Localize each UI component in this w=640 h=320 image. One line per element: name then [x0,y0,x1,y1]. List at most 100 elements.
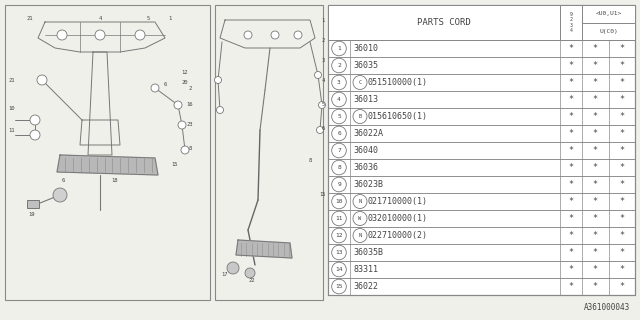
Text: 3: 3 [321,58,324,62]
Text: 36035: 36035 [353,61,378,70]
Text: 10: 10 [9,106,15,110]
Circle shape [332,58,346,73]
Polygon shape [220,20,315,48]
Circle shape [57,30,67,40]
Text: 021710000(1): 021710000(1) [368,197,428,206]
Text: 4: 4 [321,77,324,83]
Text: *: * [620,163,624,172]
Text: 7: 7 [337,148,341,153]
Text: 36013: 36013 [353,95,378,104]
Text: 015610650(1): 015610650(1) [368,112,428,121]
Text: 6: 6 [337,131,341,136]
Bar [328,5,560,40]
Circle shape [151,84,159,92]
Text: *: * [620,248,624,257]
Circle shape [332,228,346,243]
Circle shape [332,279,346,294]
Text: *: * [620,180,624,189]
Text: 36035B: 36035B [353,248,383,257]
Circle shape [244,31,252,39]
Text: *: * [620,129,624,138]
Circle shape [214,76,221,84]
Bar [582,5,635,22]
Bar [215,5,323,300]
Circle shape [332,143,346,158]
Text: *: * [620,146,624,155]
Text: 36023B: 36023B [353,180,383,189]
Text: *: * [620,61,624,70]
Text: 15: 15 [172,163,179,167]
Text: *: * [620,282,624,291]
Text: *: * [593,61,598,70]
Text: 10: 10 [335,199,343,204]
Text: *: * [620,78,624,87]
Text: *: * [568,282,573,291]
Text: W: W [358,216,362,221]
Circle shape [332,109,346,124]
Text: *: * [620,265,624,274]
Text: *: * [568,197,573,206]
Text: 4: 4 [337,97,341,102]
Text: 18: 18 [112,178,118,182]
Text: 4: 4 [99,15,102,20]
Text: 19: 19 [29,212,35,218]
Text: U(C0): U(C0) [599,29,618,34]
Text: 36010: 36010 [353,44,378,53]
Text: *: * [568,146,573,155]
Text: 6: 6 [61,178,65,182]
Circle shape [216,107,223,114]
Text: 14: 14 [335,267,343,272]
Circle shape [332,41,346,56]
Text: *: * [593,163,598,172]
Text: *: * [593,129,598,138]
Text: 2: 2 [337,63,341,68]
Text: 36040: 36040 [353,146,378,155]
Text: 20: 20 [182,81,188,85]
Circle shape [332,160,346,175]
Text: B: B [358,114,362,119]
Text: *: * [593,44,598,53]
Circle shape [37,75,47,85]
Text: *: * [620,231,624,240]
Text: 15: 15 [320,193,326,197]
Circle shape [227,262,239,274]
Text: 9
2
3
4: 9 2 3 4 [570,12,572,33]
Text: *: * [593,214,598,223]
Circle shape [332,211,346,226]
Polygon shape [57,155,158,175]
Circle shape [95,30,105,40]
Circle shape [53,188,67,202]
Text: 6: 6 [321,125,324,131]
Text: 051510000(1): 051510000(1) [368,78,428,87]
Text: A361000043: A361000043 [584,303,630,312]
Polygon shape [88,52,112,155]
Text: *: * [568,163,573,172]
Text: 2: 2 [321,37,324,43]
Circle shape [319,101,326,108]
Text: *: * [568,248,573,257]
Text: 12: 12 [182,70,188,76]
Text: 9: 9 [337,182,341,187]
Text: 5: 5 [321,102,324,108]
Text: *: * [593,282,598,291]
Circle shape [353,228,367,243]
Text: *: * [568,214,573,223]
Circle shape [314,71,321,78]
Bar [560,5,582,40]
Text: 12: 12 [335,233,343,238]
Text: 1: 1 [168,15,172,20]
Circle shape [332,75,346,90]
Text: *: * [568,180,573,189]
Bar [5,5,210,300]
Text: 5: 5 [147,15,150,20]
Circle shape [353,109,367,124]
Text: N: N [358,233,362,238]
Text: *: * [593,95,598,104]
Text: 8: 8 [337,165,341,170]
Text: *: * [593,248,598,257]
Circle shape [332,126,346,141]
Text: 2: 2 [188,85,191,91]
Bar [328,5,635,295]
Circle shape [181,146,189,154]
Text: *: * [620,44,624,53]
